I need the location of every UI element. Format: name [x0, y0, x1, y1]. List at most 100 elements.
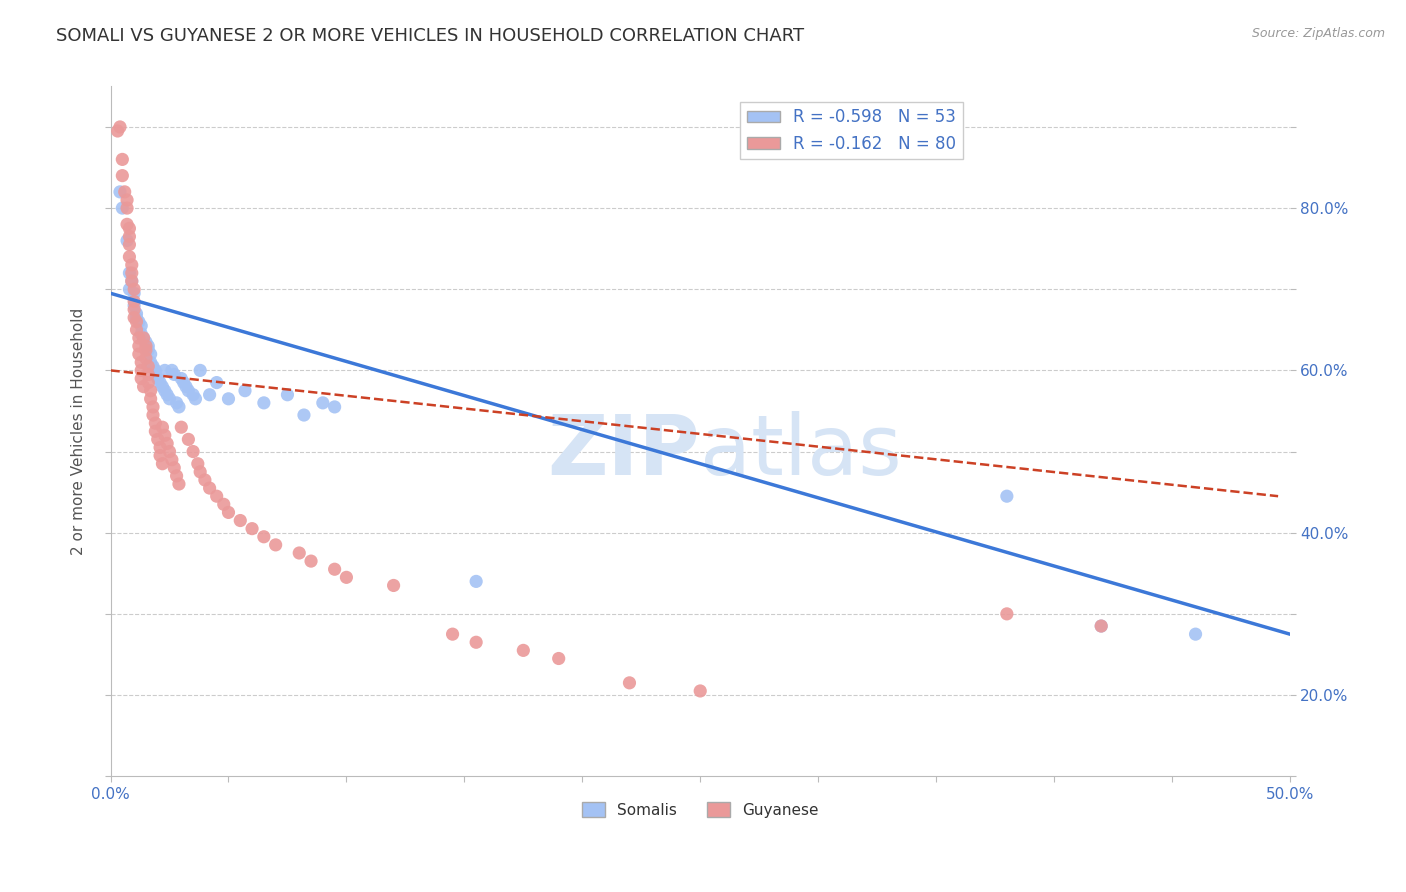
Point	[135, 334, 157, 349]
Point	[159, 392, 181, 406]
Point	[132, 379, 155, 393]
Point	[1090, 619, 1112, 633]
Point	[174, 379, 197, 393]
Point	[198, 481, 221, 495]
Point	[121, 258, 143, 272]
Point	[135, 343, 157, 358]
Point	[122, 294, 145, 309]
Point	[129, 318, 152, 333]
Point	[229, 514, 252, 528]
Point	[212, 497, 235, 511]
Point	[108, 185, 131, 199]
Point	[166, 396, 188, 410]
Point	[115, 201, 138, 215]
Point	[177, 384, 200, 398]
Point	[512, 643, 534, 657]
Point	[139, 384, 162, 398]
Point	[188, 465, 211, 479]
Point	[128, 331, 150, 345]
Point	[142, 408, 165, 422]
Point	[159, 444, 181, 458]
Text: Source: ZipAtlas.com: Source: ZipAtlas.com	[1251, 27, 1385, 40]
Point	[619, 676, 641, 690]
Point	[142, 359, 165, 374]
Point	[312, 396, 335, 410]
Point	[139, 347, 162, 361]
Point	[156, 436, 179, 450]
Point	[115, 193, 138, 207]
Point	[335, 570, 357, 584]
Point	[136, 376, 159, 390]
Point	[167, 477, 190, 491]
Point	[153, 428, 176, 442]
Point	[218, 392, 240, 406]
Point	[170, 420, 193, 434]
Point	[163, 368, 186, 382]
Point	[122, 282, 145, 296]
Point	[115, 234, 138, 248]
Point	[107, 124, 129, 138]
Point	[995, 607, 1018, 621]
Point	[177, 433, 200, 447]
Point	[136, 368, 159, 382]
Point	[152, 457, 174, 471]
Point	[118, 221, 141, 235]
Point	[205, 489, 228, 503]
Point	[188, 363, 211, 377]
Point	[136, 359, 159, 374]
Point	[253, 530, 276, 544]
Point	[156, 388, 179, 402]
Point	[122, 298, 145, 312]
Text: atlas: atlas	[700, 411, 903, 492]
Legend: Somalis, Guyanese: Somalis, Guyanese	[575, 796, 825, 823]
Point	[382, 578, 405, 592]
Point	[547, 651, 569, 665]
Point	[135, 339, 157, 353]
Point	[129, 326, 152, 341]
Point	[181, 388, 204, 402]
Point	[132, 331, 155, 345]
Point	[152, 379, 174, 393]
Point	[121, 274, 143, 288]
Point	[689, 684, 711, 698]
Point	[122, 286, 145, 301]
Point	[205, 376, 228, 390]
Point	[152, 420, 174, 434]
Point	[149, 449, 172, 463]
Point	[163, 460, 186, 475]
Point	[121, 274, 143, 288]
Point	[233, 384, 256, 398]
Point	[122, 310, 145, 325]
Point	[292, 408, 315, 422]
Point	[128, 347, 150, 361]
Point	[111, 201, 134, 215]
Point	[128, 315, 150, 329]
Point	[128, 339, 150, 353]
Point	[149, 376, 172, 390]
Point	[114, 185, 136, 199]
Point	[108, 120, 131, 134]
Point	[132, 331, 155, 345]
Point	[218, 505, 240, 519]
Point	[184, 392, 207, 406]
Point	[129, 363, 152, 377]
Point	[166, 469, 188, 483]
Point	[143, 416, 166, 430]
Point	[173, 376, 195, 390]
Point	[129, 371, 152, 385]
Point	[118, 250, 141, 264]
Point	[441, 627, 464, 641]
Point	[276, 388, 298, 402]
Point	[264, 538, 287, 552]
Point	[143, 424, 166, 438]
Point	[240, 522, 263, 536]
Point	[125, 307, 148, 321]
Point	[125, 315, 148, 329]
Point	[146, 371, 169, 385]
Point	[153, 384, 176, 398]
Point	[323, 562, 346, 576]
Point	[111, 153, 134, 167]
Point	[136, 343, 159, 358]
Point	[111, 169, 134, 183]
Point	[149, 441, 172, 455]
